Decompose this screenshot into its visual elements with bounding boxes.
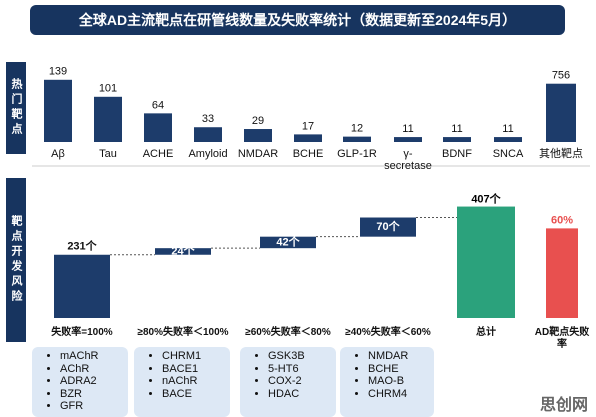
value-label: 101 bbox=[99, 83, 117, 95]
bar bbox=[260, 236, 316, 249]
bar bbox=[360, 217, 416, 237]
target-item: CHRM1 bbox=[162, 350, 230, 363]
bar bbox=[94, 96, 122, 142]
target-item: MAO-B bbox=[368, 375, 434, 388]
value-label: 11 bbox=[451, 123, 462, 135]
target-item: BCHE bbox=[368, 363, 434, 376]
target-item: 5-HT6 bbox=[268, 363, 336, 376]
side-label: 靶点开发风险 bbox=[6, 178, 26, 342]
value-label: 70个 bbox=[376, 219, 400, 233]
x-tick-label: 其他靶点 bbox=[539, 148, 583, 160]
x-tick-label: Amyloid bbox=[188, 148, 228, 160]
target-item: BACE1 bbox=[162, 363, 230, 376]
x-tick-label: AD靶点失败率 bbox=[534, 327, 590, 350]
bar bbox=[144, 113, 172, 142]
x-tick-label: Aβ bbox=[51, 148, 65, 160]
bar bbox=[244, 129, 272, 142]
value-label: 60% bbox=[551, 214, 573, 226]
target-item: NMDAR bbox=[368, 350, 434, 363]
x-tick-label: BCHE bbox=[292, 148, 324, 160]
target-item: BZR bbox=[60, 388, 128, 401]
value-label: 12 bbox=[351, 123, 363, 135]
value-label: 64 bbox=[152, 99, 164, 111]
value-label: 29 bbox=[252, 115, 264, 127]
bar bbox=[343, 136, 371, 142]
bar bbox=[546, 83, 576, 142]
target-item: AChR bbox=[60, 363, 128, 376]
target-list: GSK3B5-HT6COX-2HDAC bbox=[240, 347, 336, 417]
value-label: 11 bbox=[402, 123, 413, 135]
value-label: 24个 bbox=[171, 243, 195, 257]
side-label: 热门靶点 bbox=[6, 62, 26, 154]
target-item: GSK3B bbox=[268, 350, 336, 363]
target-item: HDAC bbox=[268, 388, 336, 401]
x-tick-label: ≥60%失败率＜80% bbox=[245, 327, 331, 338]
x-tick-label: GLP-1R bbox=[337, 148, 377, 160]
title-banner: 全球AD主流靶点在研管线数量及失败率统计（数据更新至2024年5月） bbox=[30, 5, 565, 35]
bar bbox=[54, 254, 110, 318]
target-item: mAChR bbox=[60, 350, 128, 363]
x-tick-label: NMDAR bbox=[237, 148, 279, 160]
x-tick-label: BDNF bbox=[442, 148, 472, 160]
x-tick-label: 失败率=100% bbox=[51, 327, 113, 338]
bar bbox=[194, 127, 222, 142]
target-item: GFR bbox=[60, 400, 128, 413]
x-tick-label: γ-secretase bbox=[384, 148, 432, 172]
target-item: BACE bbox=[162, 388, 230, 401]
target-item: COX-2 bbox=[268, 375, 336, 388]
value-label: 33 bbox=[202, 113, 214, 125]
x-tick-label: SNCA bbox=[492, 148, 524, 160]
x-tick-label: ≥40%失败率＜60% bbox=[345, 327, 431, 338]
total-bar bbox=[457, 206, 515, 318]
value-label: 42个 bbox=[276, 234, 300, 248]
value-label: 11 bbox=[502, 123, 513, 135]
value-label: 231个 bbox=[67, 239, 97, 253]
target-item: CHRM4 bbox=[368, 388, 434, 401]
target-item: nAChR bbox=[162, 375, 230, 388]
bar bbox=[394, 137, 422, 142]
bar bbox=[546, 228, 578, 318]
value-label: 17 bbox=[302, 120, 314, 132]
x-tick-label: Tau bbox=[99, 148, 117, 160]
bar bbox=[443, 137, 471, 142]
bar bbox=[155, 248, 211, 255]
watermark: 思创网 bbox=[539, 397, 588, 414]
bar bbox=[494, 137, 522, 142]
bar bbox=[44, 79, 72, 142]
bar bbox=[294, 134, 322, 142]
value-label: 139 bbox=[49, 66, 67, 78]
value-label: 407个 bbox=[471, 191, 501, 205]
x-tick-label: ACHE bbox=[142, 148, 174, 160]
target-list: NMDARBCHEMAO-BCHRM4 bbox=[340, 347, 434, 417]
value-label: 756 bbox=[552, 70, 570, 82]
target-list: mAChRAChRADRA2BZRGFR bbox=[32, 347, 128, 417]
target-item: ADRA2 bbox=[60, 375, 128, 388]
target-list: CHRM1BACE1nAChRBACE bbox=[134, 347, 230, 417]
x-tick-label: ≥80%失败率＜100% bbox=[137, 327, 229, 338]
x-tick-label: 总计 bbox=[476, 327, 496, 338]
